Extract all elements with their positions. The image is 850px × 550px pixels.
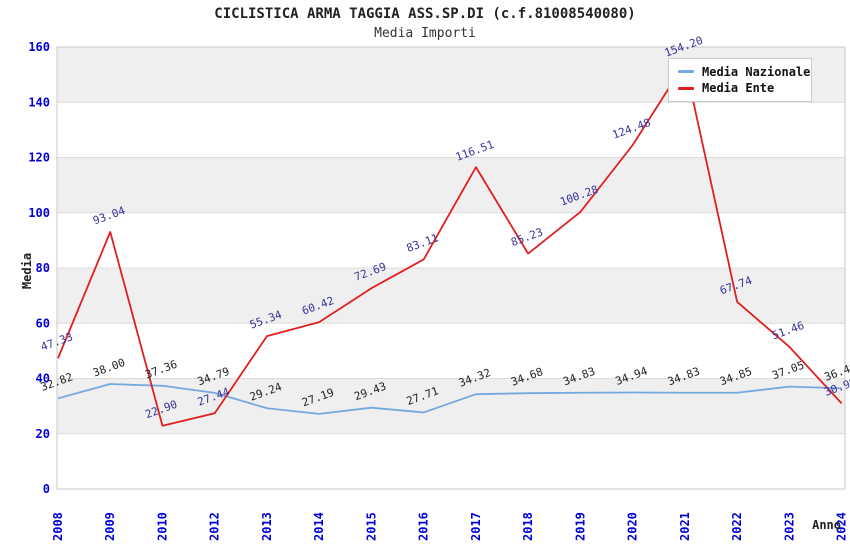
- legend-item-media-nazionale: Media Nazionale: [669, 66, 811, 78]
- series-line-media-ente: [57, 62, 843, 427]
- x-tick-label: 2019: [573, 512, 587, 541]
- y-tick-label: 140: [28, 95, 50, 109]
- y-tick-label: 120: [28, 151, 50, 165]
- x-tick-label: 2016: [417, 512, 431, 541]
- chart-title: CICLISTICA ARMA TAGGIA ASS.SP.DI (c.f.81…: [214, 6, 636, 22]
- legend-label-media-ente: Media Ente: [702, 81, 775, 96]
- y-tick-label: 20: [36, 427, 50, 441]
- x-tick-label: 2020: [626, 512, 640, 541]
- x-tick-label: 2014: [312, 512, 326, 541]
- y-tick-label: 40: [36, 372, 50, 386]
- x-tick-label: 2015: [364, 512, 378, 541]
- plot-band: [57, 268, 845, 324]
- point-label: 37.36: [143, 358, 179, 382]
- series-line-media-nazionale: [57, 383, 842, 415]
- x-tick-label: 2009: [103, 512, 117, 541]
- legend: Media Nazionale Media Ente: [668, 58, 812, 102]
- y-tick-label: 0: [43, 482, 50, 496]
- legend-label-media-nazionale: Media Nazionale: [702, 64, 811, 79]
- x-tick-label: 2012: [208, 512, 222, 541]
- point-label: 38.00: [91, 356, 127, 380]
- x-tick-label: 2008: [51, 512, 65, 541]
- x-tick-label: 2021: [678, 512, 692, 541]
- point-label: 124.48: [611, 116, 653, 142]
- y-axis-title: Media: [20, 253, 34, 289]
- y-tick-label: 80: [36, 261, 50, 275]
- plot-band: [57, 157, 845, 213]
- y-tick-label: 60: [36, 316, 50, 330]
- legend-item-media-ente: Media Ente: [669, 82, 811, 94]
- x-tick-label: 2018: [521, 512, 535, 541]
- chart-subtitle: Media Importi: [374, 26, 476, 41]
- x-tick-label: 2013: [260, 512, 274, 541]
- x-tick-label: 2022: [730, 512, 744, 541]
- y-tick-label: 160: [28, 40, 50, 54]
- x-tick-label: 2017: [469, 512, 483, 541]
- x-tick-label: 2023: [782, 512, 796, 541]
- plot-border: [56, 46, 846, 490]
- x-tick-label: 2024: [835, 512, 849, 541]
- y-tick-label: 100: [28, 206, 50, 220]
- point-label: 83.11: [405, 231, 441, 255]
- x-axis-title: Anno: [812, 518, 841, 532]
- x-tick-label: 2010: [155, 512, 169, 541]
- plot-band: [57, 378, 845, 434]
- legend-swatch-media-ente-icon: [678, 86, 694, 90]
- legend-swatch-media-nazionale-icon: [678, 70, 694, 74]
